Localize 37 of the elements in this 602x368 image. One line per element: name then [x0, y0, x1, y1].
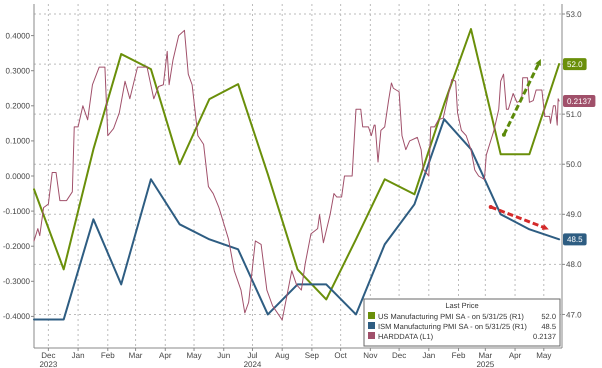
- x-tick-label: Dec: [392, 351, 406, 360]
- y-tick-label: -0.1000: [2, 206, 31, 216]
- y-tick-label: -0.4000: [2, 312, 31, 322]
- x-tick-label: Aug: [275, 351, 290, 360]
- y-tick-label: 0.4000: [6, 31, 31, 40]
- x-tick-label: Nov: [363, 351, 378, 360]
- x-tick-label: Jan: [422, 351, 436, 360]
- line-series: [33, 118, 560, 320]
- y-tick-label: 0.2000: [6, 102, 31, 111]
- y2-tick-label: 53.0: [566, 10, 582, 19]
- x-tick-label: May: [186, 351, 202, 360]
- x-tick-label: Mar 2025: [476, 351, 495, 368]
- y-tick-label: -0.3000: [2, 277, 31, 286]
- data-label: 52.0: [567, 60, 584, 69]
- x-tick-label: Apr: [508, 351, 522, 360]
- x-tick-label: Feb: [452, 351, 466, 360]
- x-tick-label: Oct: [334, 351, 348, 360]
- x-tick-label: Mar: [128, 351, 143, 360]
- y-tick-label: 0.3000: [6, 66, 31, 76]
- x-tick-label: May: [536, 351, 552, 360]
- x-tick-label: Sep: [304, 351, 320, 360]
- x-tick-label: Jan: [72, 351, 85, 360]
- y-tick-label: 0.1000: [6, 136, 31, 146]
- y2-tick-label: 50.0: [566, 160, 582, 170]
- x-tick-label: Dec 2023: [39, 351, 58, 368]
- y2-tick-label: 47.0: [566, 310, 582, 320]
- y2-tick-label: 48.0: [566, 260, 582, 270]
- data-label: 48.5: [567, 235, 584, 244]
- x-tick-label: Jul 2024: [244, 351, 262, 368]
- x-tick-label: Jun: [217, 351, 230, 360]
- data-label: 0.2137: [566, 96, 592, 106]
- x-tick-label: Apr: [159, 351, 172, 360]
- y-tick-label: -0.2000: [2, 242, 31, 252]
- y-tick-label: 0.0000: [6, 172, 31, 181]
- x-tick-label: Feb: [100, 351, 116, 360]
- y2-tick-label: 51.0: [566, 110, 582, 119]
- y2-tick-label: 49.0: [566, 210, 582, 220]
